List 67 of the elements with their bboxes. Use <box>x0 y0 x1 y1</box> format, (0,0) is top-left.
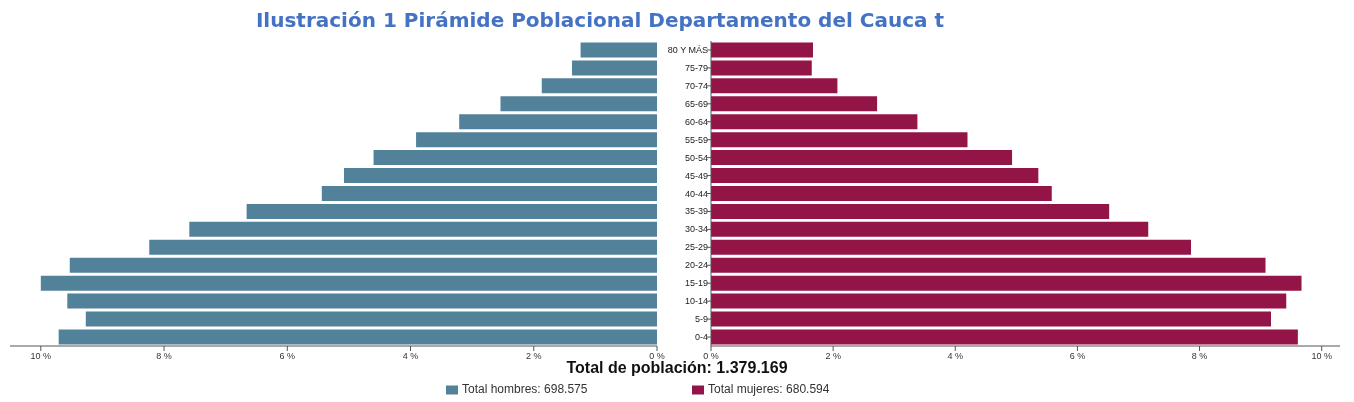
legend-label: Total hombres: 698.575 <box>462 382 588 396</box>
bar <box>711 329 1298 345</box>
bar <box>711 150 1013 166</box>
x-tick-label: 8 % <box>1191 351 1208 362</box>
y-tick-label: 75-79 <box>684 62 708 73</box>
y-tick-label: 30-34 <box>684 224 708 235</box>
y-tick-label: 35-39 <box>684 206 708 217</box>
bar <box>69 257 657 273</box>
bar <box>343 168 657 184</box>
bar <box>571 60 657 76</box>
bar <box>321 185 657 201</box>
bar <box>416 132 657 148</box>
x-tick-label: 6 % <box>1069 351 1086 362</box>
y-tick-label: 50-54 <box>684 152 708 163</box>
bar <box>58 329 657 345</box>
bar <box>711 275 1302 291</box>
y-tick-label: 80 Y MÁS <box>667 44 708 55</box>
y-tick-label: 5-9 <box>694 314 708 325</box>
x-tick-label: 10 % <box>1311 351 1332 362</box>
y-tick-label: 0-4 <box>694 332 708 343</box>
y-tick-label: 20-24 <box>684 260 708 271</box>
bar <box>580 42 657 58</box>
x-tick-label: 0 % <box>649 351 665 362</box>
bar <box>711 60 812 76</box>
bar <box>67 293 657 309</box>
bar <box>711 257 1266 273</box>
y-tick-label: 65-69 <box>684 98 708 109</box>
x-tick-label: 10 % <box>30 351 52 362</box>
bar <box>711 114 918 130</box>
bar <box>711 239 1191 255</box>
bar <box>711 185 1052 201</box>
bar <box>711 168 1039 184</box>
bar <box>500 96 657 112</box>
x-tick-label: 8 % <box>156 351 172 362</box>
x-tick-label: 4 % <box>947 351 964 362</box>
y-tick-label: 25-29 <box>684 242 708 253</box>
bar <box>711 78 838 94</box>
chart-title: Ilustración 1 Pirámide Poblacional Departamento del Cauca t <box>254 8 946 32</box>
bar <box>711 132 968 148</box>
x-tick-label: 0 % <box>703 351 719 362</box>
bar <box>85 311 657 327</box>
bar <box>459 114 657 130</box>
bar <box>711 42 813 58</box>
y-tick-label: 45-49 <box>684 170 708 181</box>
legend-label: Total mujeres: 680.594 <box>708 382 830 396</box>
bar <box>149 239 657 255</box>
y-tick-label: 60-64 <box>684 116 708 127</box>
bar <box>711 203 1110 219</box>
bar <box>189 221 657 237</box>
y-tick-label: 15-19 <box>684 278 708 289</box>
text: Total de población: 1.379.169 <box>566 359 788 376</box>
y-tick-label: 10-14 <box>684 296 708 307</box>
y-tick-label: 55-59 <box>684 134 708 145</box>
bar <box>541 78 657 94</box>
x-tick-label: 4 % <box>402 351 419 362</box>
x-tick-label: 6 % <box>279 351 296 362</box>
bar <box>711 293 1287 309</box>
bar <box>373 150 657 166</box>
bar <box>711 311 1271 327</box>
y-tick-label: 40-44 <box>684 188 708 199</box>
x-tick-label: 2 % <box>526 351 542 362</box>
bar <box>40 275 657 291</box>
y-tick-label: 70-74 <box>684 80 708 91</box>
bar <box>711 221 1149 237</box>
bar <box>246 203 657 219</box>
x-tick-label: 2 % <box>825 351 841 362</box>
bar <box>711 96 878 112</box>
